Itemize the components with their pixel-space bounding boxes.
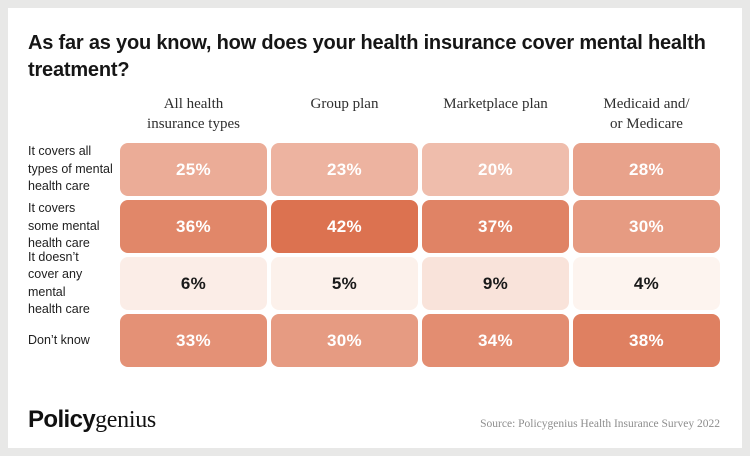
heatmap-cell: 20% — [422, 143, 569, 196]
source-attribution: Source: Policygenius Health Insurance Su… — [480, 418, 720, 430]
heatmap-cell: 5% — [271, 257, 418, 310]
heatmap-cell: 25% — [120, 143, 267, 196]
heatmap-cell: 33% — [120, 314, 267, 367]
heatmap-cell: 23% — [271, 143, 418, 196]
policygenius-logo: Policygenius — [28, 406, 156, 434]
logo-genius-text: genius — [95, 407, 156, 433]
heatmap-table: All health insurance types Group plan Mark… — [28, 94, 720, 367]
table-corner-spacer — [28, 94, 116, 139]
heatmap-cell: 30% — [271, 314, 418, 367]
heatmap-cell: 30% — [573, 200, 720, 253]
heatmap-cell: 36% — [120, 200, 267, 253]
row-label: It covers all types of mental health car… — [28, 144, 113, 194]
heatmap-cell: 37% — [422, 200, 569, 253]
footer: Policygenius Source: Policygenius Health… — [28, 406, 720, 434]
row-label: It covers some mental health care — [28, 201, 100, 251]
heatmap-cell: 9% — [422, 257, 569, 310]
column-header: Marketplace plan — [443, 96, 548, 112]
row-label: It doesn’t cover any mental health care — [28, 249, 90, 317]
heatmap-cell: 28% — [573, 143, 720, 196]
column-header: All health insurance types — [147, 96, 240, 132]
row-label: Don’t know — [28, 332, 90, 347]
heatmap-cell: 38% — [573, 314, 720, 367]
heatmap-cell: 34% — [422, 314, 569, 367]
heatmap-cell: 42% — [271, 200, 418, 253]
logo-policy-text: Policy — [28, 406, 96, 433]
heatmap-cell: 6% — [120, 257, 267, 310]
column-header: Medicaid and/ or Medicare — [603, 96, 690, 132]
infographic-card: As far as you know, how does your health… — [8, 8, 742, 448]
heatmap-cell: 4% — [573, 257, 720, 310]
chart-title: As far as you know, how does your health… — [28, 32, 706, 81]
column-header: Group plan — [310, 96, 379, 112]
